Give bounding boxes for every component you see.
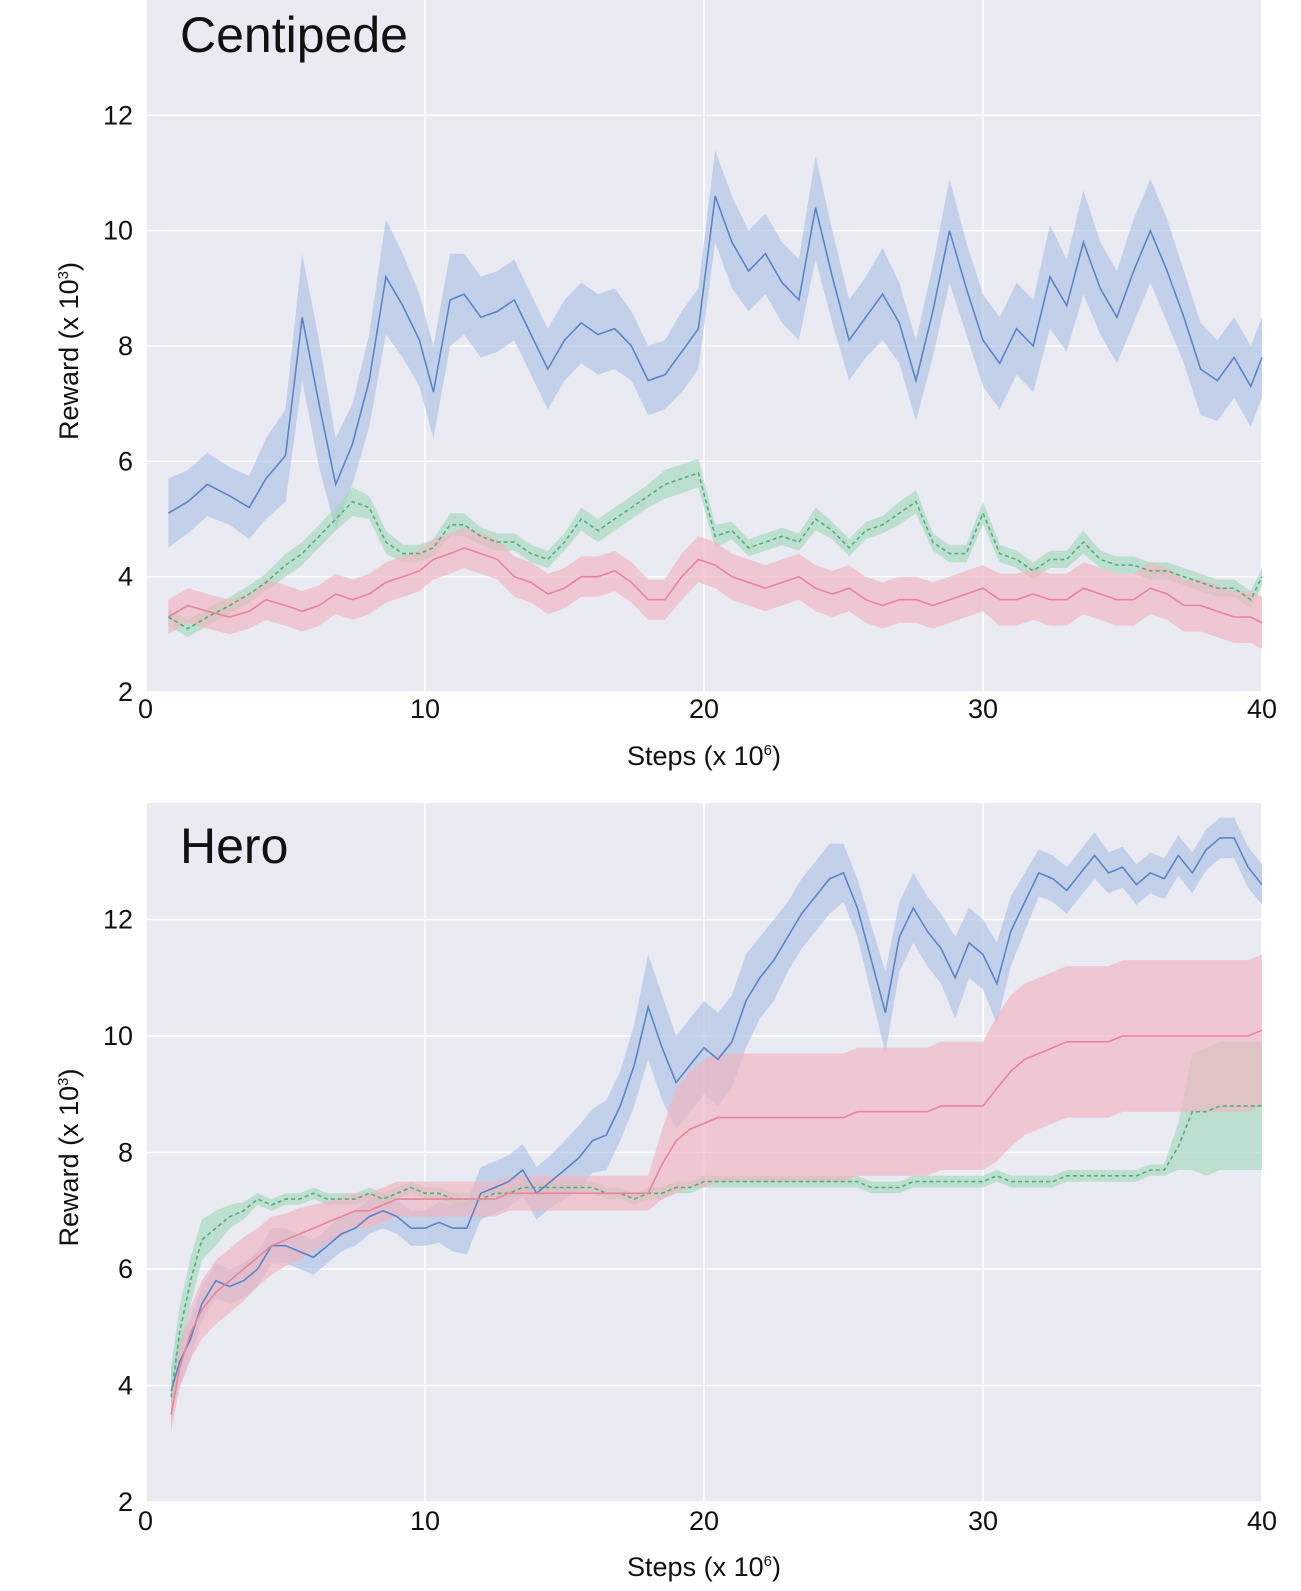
y-tick-label: 6 <box>118 446 133 476</box>
x-axis-label: Steps (x 106) <box>627 741 781 771</box>
x-tick-label: 0 <box>138 694 153 724</box>
x-tick-label: 20 <box>689 1506 719 1536</box>
y-tick-label: 10 <box>103 216 133 246</box>
series-3-band <box>171 954 1263 1433</box>
y-tick-label: 4 <box>118 562 133 592</box>
x-tick-label: 30 <box>968 1506 998 1536</box>
y-tick-label: 6 <box>118 1254 133 1284</box>
y-tick-label: 8 <box>118 1138 133 1168</box>
y-tick-label: 8 <box>118 331 133 361</box>
series-2-line <box>170 1105 1262 1398</box>
y-tick-label: 12 <box>103 905 133 935</box>
chart-panel-2: 0 10 20 30 40 2 4 6 8 10 12 Steps (x 106) Reward (x … <box>54 803 1277 1582</box>
panel-title: Centipede <box>180 7 408 63</box>
y-tick-label: 4 <box>118 1371 133 1401</box>
y-axis-label: Reward (x 103) <box>54 1069 84 1247</box>
series-3-line <box>167 546 1263 624</box>
series-2-band <box>168 458 1262 638</box>
x-tick-label: 30 <box>968 694 998 724</box>
series-3-line <box>170 1029 1263 1415</box>
x-tick-label: 10 <box>410 694 440 724</box>
series-1-band <box>168 149 1262 548</box>
series-1-line <box>170 837 1263 1392</box>
chart-panel-1: 0 10 20 30 40 2 4 6 8 10 12 Steps (x 106) Reward (x … <box>54 0 1277 771</box>
x-tick-label: 20 <box>689 694 719 724</box>
x-tick-label: 10 <box>410 1506 440 1536</box>
y-tick-label: 10 <box>103 1021 133 1051</box>
y-axis-label: Reward (x 103) <box>54 262 84 440</box>
series-1-line <box>167 195 1263 514</box>
series-2-line <box>167 471 1263 630</box>
x-tick-label: 40 <box>1247 1506 1277 1536</box>
x-axis-label: Steps (x 106) <box>627 1552 781 1582</box>
y-tick-label: 2 <box>118 677 133 707</box>
y-tick-label: 2 <box>118 1487 133 1517</box>
x-tick-label: 40 <box>1247 694 1277 724</box>
x-tick-label: 0 <box>138 1506 153 1536</box>
y-tick-label: 12 <box>103 100 133 130</box>
panel-title: Hero <box>180 818 288 874</box>
series-3-band <box>168 527 1262 649</box>
